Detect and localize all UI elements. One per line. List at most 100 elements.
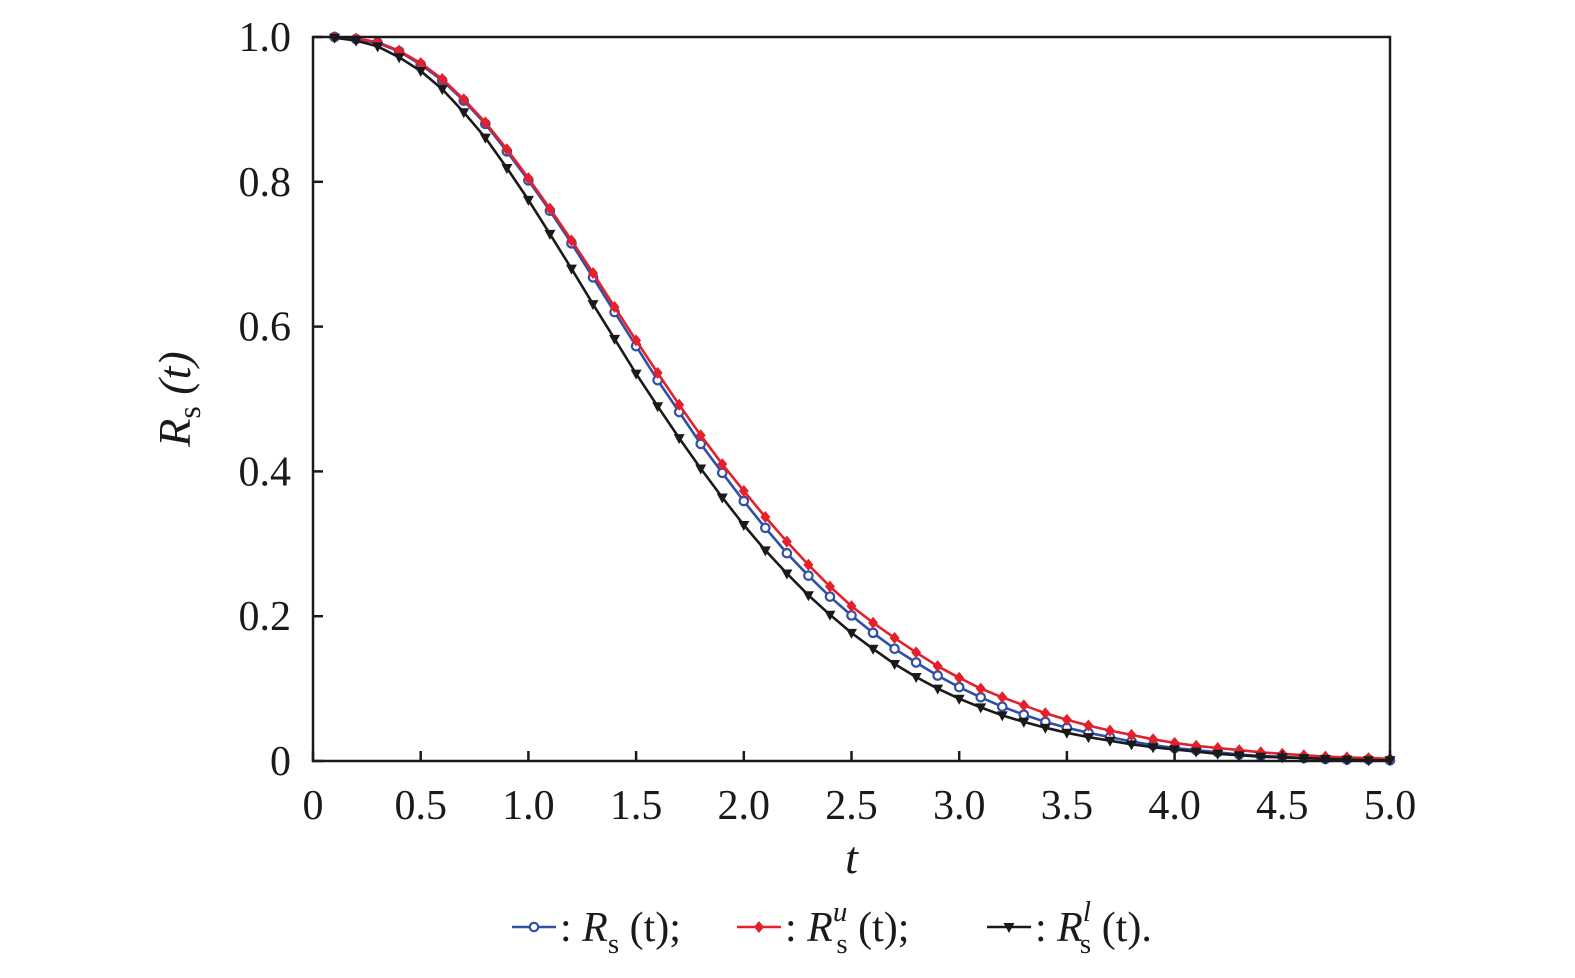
series-2-point [501,143,512,156]
series-2-point [1018,699,1029,712]
series-3-point [479,133,491,144]
series-1-point [824,591,836,602]
series-2-point [1083,719,1094,732]
series-3-point [673,434,685,445]
series-1-point [910,657,922,668]
series-3-point [1104,736,1116,747]
y-axis-label-arg: (t) [149,351,200,406]
series-1-point [846,610,857,621]
series-2-point [631,334,642,347]
series-1-point [738,495,750,507]
series-3-point [1169,745,1181,756]
series-3-point [867,644,879,655]
series-2-point [1148,733,1159,746]
legend-swatch-marker [1003,923,1015,933]
y-axis-label-main: R [149,419,200,448]
series-1-point [996,701,1008,712]
series-1-point [781,547,793,559]
y-tick-label: 1.0 [239,15,292,61]
x-axis-label: t [845,832,859,883]
y-tick-label: 0.8 [239,160,292,206]
series-3-point [458,108,470,119]
series-2-point [975,682,986,695]
series-3-point [846,628,857,639]
series-2-point [781,535,792,548]
series-3-point [802,591,814,602]
plot-frame [311,35,1392,763]
series-3-point [1147,743,1159,754]
series-3-point [415,67,427,78]
x-tick-label: 5.0 [1364,783,1417,829]
x-tick-label: 3.5 [1041,783,1094,829]
series-2-point [889,631,900,644]
series-2-point [588,267,599,280]
series-1-point [1018,709,1030,720]
series-3-point [889,659,901,670]
series-3-point [932,684,944,695]
series-2-point [415,57,426,70]
series-3-point [1039,723,1051,734]
series-3-point [953,694,965,705]
legend-swatch-marker [754,921,764,933]
series-2-point [997,691,1008,704]
x-tick-label: 0.5 [394,783,447,829]
legend: : Rs (t); : Ru s (t); : Rl s (t). [512,896,1152,960]
series-2-point [868,616,879,629]
series-2-point [760,511,771,524]
series-3-point [759,546,771,557]
series-2-point [1126,728,1137,741]
series-2-point [803,558,814,571]
x-tick-label: 2.5 [825,783,878,829]
legend-label: : Rs (t); [560,905,681,960]
series-3-point [609,334,621,345]
series-layer [329,31,1396,767]
series-3-point [738,520,750,531]
series-3-point [436,85,448,96]
series-2-line [334,35,1391,761]
series-2-point [566,234,577,247]
x-tick-label: 4.0 [1148,783,1201,829]
x-tick-label: 0 [303,783,324,829]
series-2-point [824,580,835,593]
series-3-point [544,229,556,240]
series-2-point [738,484,749,497]
series-3-point [1082,733,1094,744]
series-3-point [522,195,534,206]
series-3-point [1018,717,1030,728]
series-1-line [334,35,1391,762]
legend-entry-3: : Rl s (t). [987,896,1152,960]
series-3-point [501,164,513,175]
series-3-point [1126,740,1138,751]
series-3-point [1212,749,1224,760]
series-3-point [393,53,405,64]
series-2-point [523,172,534,185]
series-3-point [975,703,987,714]
ticks-layer: 0 0.5 1.0 1.5 2.0 2.5 3.0 3.5 4.0 4.5 5.0 0 0.2 0.4 0.… [239,15,1417,829]
legend-swatch-marker [528,921,540,933]
legend-label: : Ru s (t); [785,896,909,960]
series-3-point [372,42,384,53]
series-3-line [334,36,1390,762]
series-2-point [954,671,965,684]
x-tick-label: 2.0 [718,783,771,829]
legend-entry-2: : Ru s (t); [737,896,909,960]
x-tick-label: 1.5 [610,783,663,829]
series-2-point [1104,724,1115,737]
x-tick-label: 1.0 [502,783,555,829]
series-3-point [824,610,836,621]
series-2-point [458,93,469,106]
y-tick-label: 0 [270,739,291,785]
series-3-point [1190,747,1202,758]
series-3 [329,33,1396,767]
series-1-point [932,670,943,681]
series-3-point [565,264,577,275]
series-3-point [695,464,707,475]
series-3-point [781,569,793,580]
series-3-point [910,673,922,684]
series-2-point [911,646,922,659]
series-3-point [1255,752,1267,763]
y-tick-label: 0.2 [239,594,292,640]
series-2-point [652,366,663,379]
series-2-point [717,458,728,471]
